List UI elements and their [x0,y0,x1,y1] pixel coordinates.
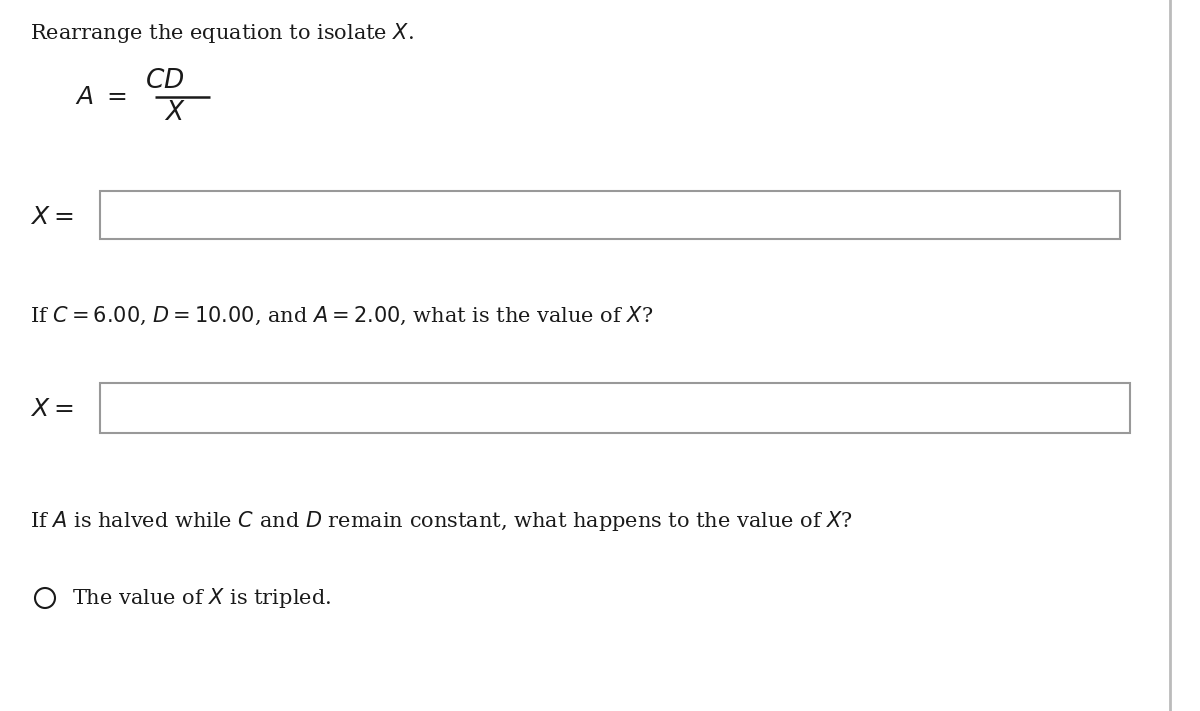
Text: If $A$ is halved while $C$ and $D$ remain constant, what happens to the value of: If $A$ is halved while $C$ and $D$ remai… [30,509,853,533]
Text: Rearrange the equation to isolate $X$.: Rearrange the equation to isolate $X$. [30,21,414,45]
Text: The value of $X$ is tripled.: The value of $X$ is tripled. [72,586,331,610]
FancyBboxPatch shape [100,383,1130,433]
Text: $X =$: $X =$ [30,397,73,420]
FancyBboxPatch shape [100,191,1120,239]
Text: $A\ =$: $A\ =$ [74,85,127,109]
Text: $X =$: $X =$ [30,205,73,228]
Text: $CD$: $CD$ [145,68,185,94]
Text: If $C = 6.00$, $D = 10.00$, and $A = 2.00$, what is the value of $X$?: If $C = 6.00$, $D = 10.00$, and $A = 2.0… [30,305,653,327]
Text: $X$: $X$ [164,100,186,126]
